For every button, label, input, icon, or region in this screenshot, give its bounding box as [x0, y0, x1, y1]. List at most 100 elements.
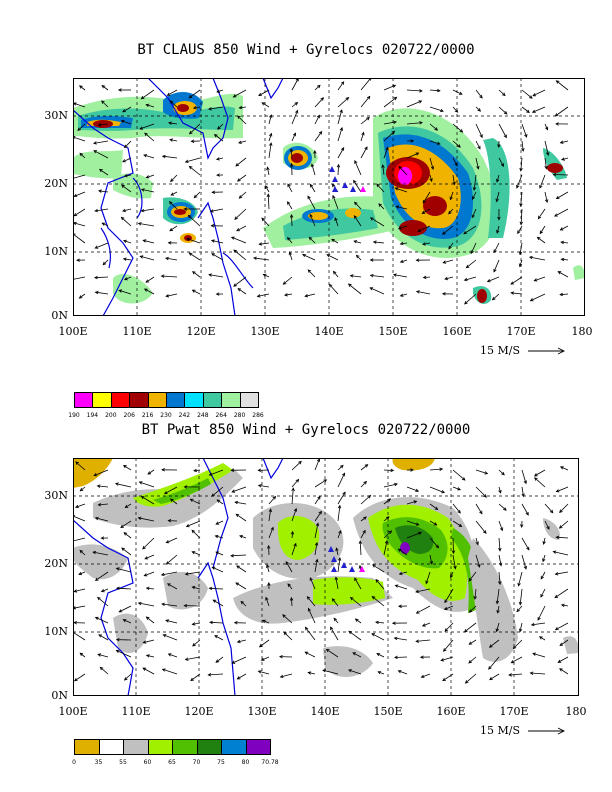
wind-arrow [144, 132, 155, 142]
wind-arrow [305, 627, 316, 641]
panel2-y-tick: 20N [44, 557, 68, 570]
wind-arrow-head [539, 230, 543, 235]
wind-arrow [498, 537, 501, 551]
wind-arrow-head [539, 185, 543, 189]
panel1-x-tick: 170E [506, 325, 536, 338]
wind-arrow-head [554, 594, 559, 599]
panel2-x-tick: 120E [184, 705, 214, 718]
wind-arrow-head [371, 633, 375, 637]
wind-arrow-head [493, 268, 497, 273]
wind-arrow [194, 191, 201, 198]
wind-arrow [122, 157, 132, 163]
wind-arrow [73, 233, 86, 244]
wind-arrow [406, 89, 423, 92]
wind-arrow [353, 215, 362, 227]
wind-arrow-head [419, 655, 424, 659]
wind-arrow-head [92, 550, 97, 555]
wind-arrow-head [554, 572, 559, 576]
wind-arrow [398, 225, 408, 230]
wind-arrow [193, 106, 201, 109]
wind-arrow-head [161, 668, 166, 672]
wind-arrow-head [555, 122, 559, 126]
wind-arrow-head [186, 237, 190, 242]
wind-arrow-head [546, 526, 550, 530]
colorbar-tick-label: 0 [72, 759, 76, 766]
wind-arrow [190, 498, 201, 505]
wind-arrow [561, 258, 569, 261]
wind-arrow-head [463, 628, 468, 633]
wind-arrow [215, 520, 224, 525]
wind-arrow-head [165, 294, 170, 298]
wind-arrow [268, 133, 272, 142]
wind-arrow [98, 123, 109, 126]
wind-arrow [93, 150, 109, 159]
wind-arrow-head [334, 217, 338, 221]
wind-arrow-head [537, 617, 541, 621]
wind-arrow-head [216, 89, 221, 93]
wind-arrow-head [555, 195, 560, 200]
wind-arrow [101, 100, 109, 108]
wind-arrow [166, 554, 178, 565]
panel2-title: BT Pwat 850 Wind + Gyrelocs 020722/0000 [141, 422, 471, 438]
panel2-x-tick: 140E [310, 705, 340, 718]
wind-arrow [121, 120, 132, 125]
wind-arrow-head [214, 635, 218, 639]
wind-arrow-head [397, 670, 402, 674]
wind-arrow [285, 561, 293, 573]
wind-arrow-head [354, 618, 359, 622]
wind-arrow-head [304, 651, 309, 655]
wind-arrow-head [270, 526, 274, 531]
wind-arrow [282, 614, 293, 624]
wind-arrow-head [307, 607, 311, 612]
wind-arrow-head [557, 271, 562, 275]
wind-arrow [354, 201, 362, 210]
wind-arrow-head [122, 257, 127, 261]
wind-arrow-head [415, 639, 420, 643]
wind-arrow-head [120, 524, 124, 528]
wind-arrow-head [94, 616, 99, 621]
wind-arrow [74, 588, 86, 592]
wind-arrow [475, 123, 483, 138]
wind-arrow-head [123, 532, 128, 536]
wind-arrow-head [168, 201, 173, 205]
wind-arrow [370, 275, 385, 278]
wind-arrow-head [183, 603, 188, 608]
wind-arrow [496, 174, 500, 183]
wind-arrow-head [330, 626, 334, 631]
wind-arrow [192, 639, 201, 647]
wind-arrow-head [147, 471, 152, 475]
wind-arrow-head [342, 491, 346, 496]
wind-arrow [429, 468, 443, 471]
wind-arrow [448, 242, 454, 250]
panel1-colorbar: 190 194 200 206 216 230 242 248 264 280 286 [68, 392, 264, 422]
wind-arrow [74, 191, 86, 197]
wind-arrow-head [497, 144, 501, 148]
wind-arrow [521, 89, 533, 99]
wind-arrow [452, 106, 458, 113]
wind-arrow-head [385, 146, 389, 151]
wind-arrow [382, 164, 385, 176]
wind-arrow [144, 571, 155, 577]
wind-arrow-head [545, 126, 549, 131]
wind-arrow-head [210, 224, 215, 228]
wind-arrow [124, 174, 132, 177]
wind-arrow [475, 554, 480, 568]
wind-arrow [139, 123, 155, 130]
wind-arrow-head [501, 92, 506, 97]
wind-arrow-head [558, 525, 563, 529]
map-grid [73, 458, 579, 696]
wind-arrow [122, 106, 132, 113]
wind-arrow-head [421, 623, 426, 627]
wind-arrow [529, 256, 546, 261]
wind-arrow-head [393, 96, 398, 101]
wind-arrow-head [410, 468, 414, 472]
wind-arrow [508, 673, 523, 676]
wind-arrow-head [115, 637, 120, 642]
wind-arrow-head [555, 535, 560, 540]
wind-arrow [383, 130, 395, 142]
wind-arrow-head [75, 461, 79, 465]
colorbar-swatch [245, 739, 271, 755]
wind-arrow-head [165, 540, 170, 544]
wind-arrow-head [208, 273, 212, 277]
wind-arrow-head [140, 208, 145, 213]
